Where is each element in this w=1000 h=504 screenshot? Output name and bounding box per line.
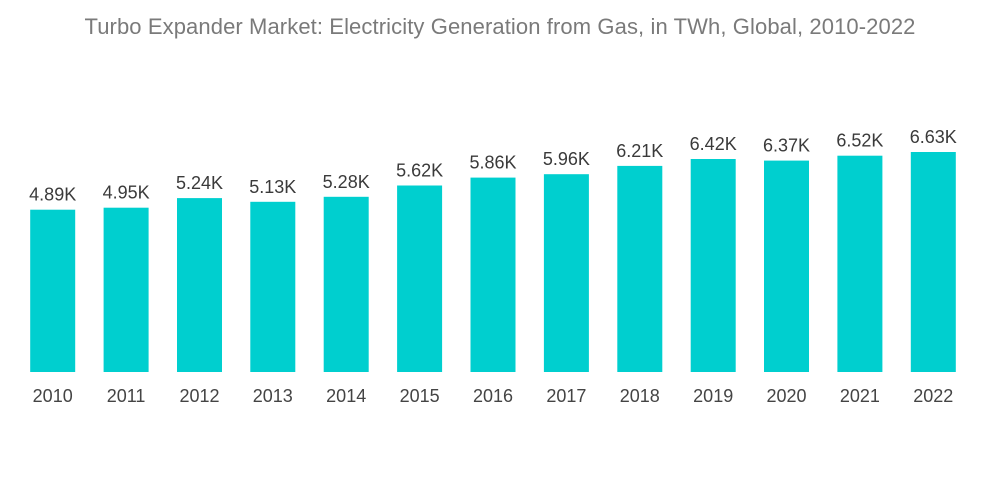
data-label-2014: 5.28K [323,172,370,192]
x-tick-label-2021: 2021 [840,386,880,406]
chart-title: Turbo Expander Market: Electricity Gener… [84,14,916,39]
x-tick-label-2010: 2010 [33,386,73,406]
data-label-2010: 4.89K [29,185,76,205]
bar-2014 [323,196,369,372]
bar-2016 [470,177,516,372]
bar-2020 [764,160,809,372]
x-tick-label-2016: 2016 [473,386,513,406]
x-tick-label-2022: 2022 [913,386,953,406]
data-label-2015: 5.62K [396,161,443,181]
data-label-2020: 6.37K [763,136,810,156]
bar-2022 [910,152,956,372]
data-label-2018: 6.21K [616,141,663,161]
x-tick-label-2012: 2012 [179,386,219,406]
bar-2015 [397,185,443,372]
bars-group [30,152,956,372]
data-label-2019: 6.42K [690,134,737,154]
value-labels-group: 4.89K 4.95K 5.24K 5.13K 5.28K 5.62K 5.86K 5.96K… [29,127,957,205]
bar-2011 [103,207,149,372]
bar-2018 [617,165,663,372]
data-label-2022: 6.63K [910,127,957,147]
x-axis-ticks: 2010 2011 2012 2013 2014 2015 2016 2017 2018 2019… [33,386,954,406]
bar-2021 [837,155,883,372]
data-label-2021: 6.52K [836,131,883,151]
x-tick-label-2017: 2017 [546,386,586,406]
bar-2019 [690,159,736,372]
data-label-2011: 4.95K [103,183,150,203]
x-tick-label-2019: 2019 [693,386,733,406]
data-label-2016: 5.86K [469,153,516,173]
x-tick-label-2015: 2015 [400,386,440,406]
data-label-2012: 5.24K [176,173,223,193]
x-tick-label-2014: 2014 [326,386,366,406]
x-tick-label-2011: 2011 [107,386,146,406]
bar-2013 [250,201,296,372]
bar-2017 [543,174,589,372]
bar-2012 [177,198,222,372]
x-tick-label-2013: 2013 [253,386,293,406]
data-label-2017: 5.96K [543,149,590,169]
x-tick-label-2020: 2020 [766,386,806,406]
bar-2010 [30,209,76,372]
data-label-2013: 5.13K [249,177,296,197]
x-tick-label-2018: 2018 [620,386,660,406]
